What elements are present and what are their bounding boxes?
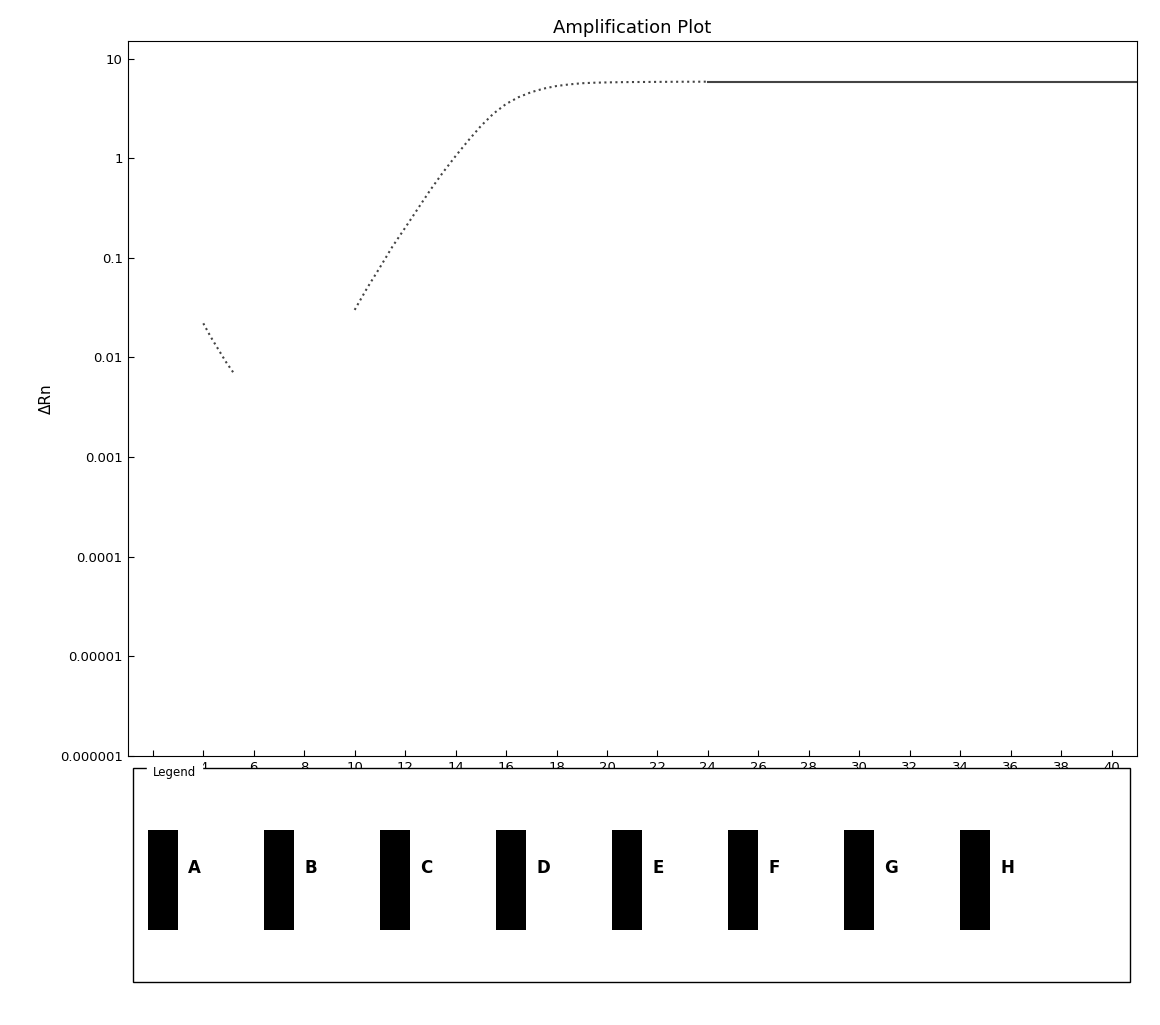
Bar (612, 830, 643, 930)
Text: B: B (304, 859, 317, 877)
Text: A: A (188, 859, 201, 877)
Text: E: E (652, 859, 664, 877)
Bar (844, 830, 875, 930)
Text: Legend: Legend (153, 766, 196, 779)
Text: F: F (768, 859, 780, 877)
X-axis label: Cycle: Cycle (609, 779, 655, 794)
Text: G: G (885, 859, 898, 877)
Text: H: H (1001, 859, 1015, 877)
Y-axis label: ΔRn: ΔRn (39, 383, 55, 414)
Text: C: C (420, 859, 433, 877)
Bar (147, 830, 179, 930)
Bar (263, 830, 295, 930)
Text: D: D (536, 859, 550, 877)
Bar (496, 830, 527, 930)
Bar (960, 830, 991, 930)
Bar (728, 830, 759, 930)
Title: Amplification Plot: Amplification Plot (553, 18, 711, 37)
Bar (379, 830, 411, 930)
